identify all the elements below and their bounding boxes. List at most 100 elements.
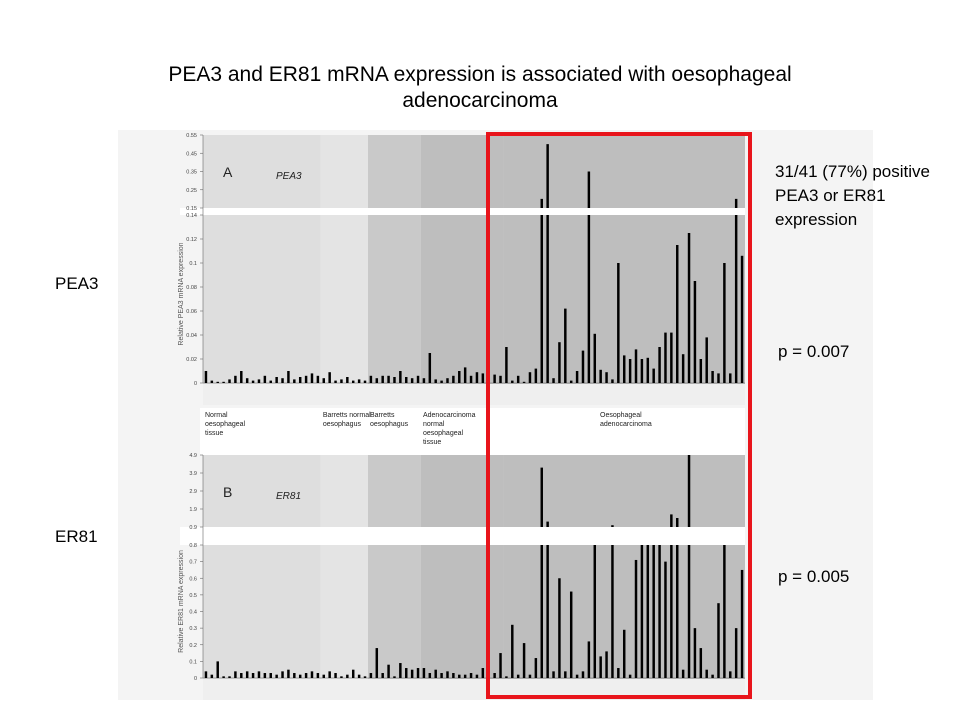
p-value: p = 0.007 <box>778 342 850 361</box>
bar <box>440 380 443 383</box>
bar <box>534 658 538 678</box>
panel-gene: ER81 <box>276 491 301 502</box>
bar <box>516 674 520 678</box>
bar <box>210 674 214 678</box>
y-tick-label: 2.9 <box>189 489 197 495</box>
y-tick-label: 0.9 <box>189 525 197 531</box>
bar <box>328 372 331 383</box>
bar <box>293 379 296 383</box>
bar <box>393 377 396 383</box>
bar <box>375 378 379 383</box>
bar-break <box>722 527 727 545</box>
bar <box>493 673 496 678</box>
bar <box>263 375 267 383</box>
bar <box>346 377 349 383</box>
y-axis-label: Relative PEA3 mRNA expression <box>178 242 185 345</box>
y-tick-label: 0.1 <box>189 261 197 267</box>
y-tick-label: 0.06 <box>186 309 197 315</box>
bar <box>452 375 455 383</box>
bar <box>723 263 726 383</box>
bar <box>658 545 661 678</box>
bar <box>375 648 379 678</box>
bar <box>340 379 343 383</box>
bar <box>522 381 526 383</box>
bar <box>628 674 632 678</box>
bar <box>723 527 726 678</box>
bar <box>387 664 390 678</box>
bar <box>369 673 373 678</box>
bar <box>458 674 461 678</box>
bar <box>611 379 614 383</box>
y-tick-label: 4.9 <box>189 453 197 459</box>
bar <box>628 359 632 383</box>
bar <box>734 198 738 383</box>
y-tick-label: 0.4 <box>189 610 197 616</box>
bar <box>699 359 703 383</box>
bar <box>740 255 744 383</box>
panel-letter: B <box>223 484 232 500</box>
bar <box>711 371 714 383</box>
bar <box>522 643 526 678</box>
y-tick-label: 0.04 <box>186 333 197 339</box>
bar <box>670 514 673 678</box>
bar <box>446 671 449 678</box>
bar <box>463 367 467 383</box>
bar <box>310 671 314 678</box>
bar <box>605 372 608 383</box>
bar <box>693 281 697 383</box>
bar <box>216 661 219 678</box>
bar <box>569 380 573 383</box>
bar <box>293 673 296 678</box>
bar <box>405 377 408 383</box>
bar <box>410 378 414 383</box>
bar <box>640 545 644 678</box>
bar-break <box>545 208 550 215</box>
bar <box>593 333 597 383</box>
bar <box>617 668 620 678</box>
bar <box>446 378 449 383</box>
highlight-box <box>486 132 752 699</box>
row-label: PEA3 <box>55 274 99 293</box>
bar <box>652 368 655 383</box>
group-label-box <box>200 408 745 455</box>
y-tick-label: 0.08 <box>186 285 197 291</box>
y-tick-label: 1.9 <box>189 507 197 513</box>
bar <box>622 629 626 678</box>
y-tick-label: 0.6 <box>189 576 197 582</box>
bar <box>505 676 508 678</box>
y-tick-label: 0.3 <box>189 626 197 632</box>
bar <box>251 380 255 383</box>
bar <box>322 674 326 678</box>
bar <box>599 656 602 678</box>
bar <box>511 624 514 678</box>
y-tick-label: 0.5 <box>189 593 197 599</box>
note: 31/41 (77%) positive PEA3 or ER81 expres… <box>775 162 930 229</box>
category-strip <box>203 384 745 405</box>
bar <box>599 369 602 383</box>
bar <box>363 380 367 383</box>
bar <box>281 671 284 678</box>
group-shade <box>203 135 321 405</box>
bar <box>622 355 626 383</box>
bar <box>222 381 225 383</box>
bar <box>210 380 214 383</box>
bar <box>646 545 650 678</box>
bar-break <box>669 527 674 545</box>
bar <box>334 673 337 678</box>
bar <box>204 371 208 383</box>
bar <box>717 373 720 383</box>
bar <box>234 671 237 678</box>
bar <box>693 628 697 678</box>
bar <box>351 669 355 678</box>
bar <box>410 669 414 678</box>
y-tick-label: 0.15 <box>186 206 197 212</box>
bar <box>316 673 320 678</box>
bar <box>711 674 714 678</box>
group-label: Adenocarcinoma normal oesophageal tissue <box>422 412 476 446</box>
bar <box>304 673 308 678</box>
y-tick-label: 0.12 <box>186 237 197 243</box>
bar <box>587 641 591 678</box>
bar <box>228 676 231 678</box>
bar <box>546 521 549 678</box>
